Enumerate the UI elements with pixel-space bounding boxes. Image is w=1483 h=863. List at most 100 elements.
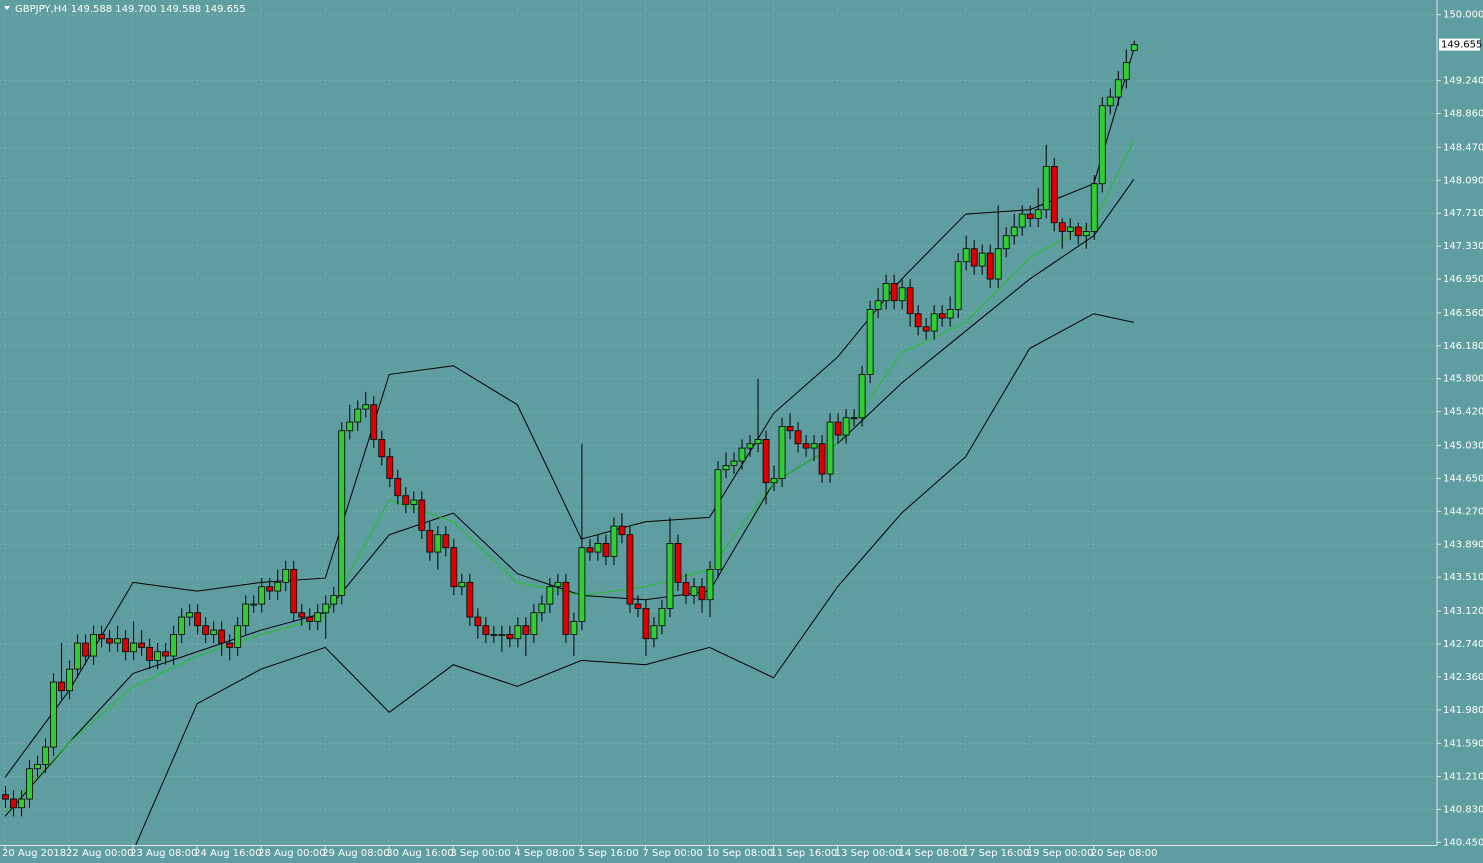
candle-body bbox=[978, 252, 986, 267]
candle-body bbox=[50, 681, 57, 748]
x-tick-label: 20 Aug 2018 bbox=[2, 848, 66, 859]
candle-body bbox=[618, 525, 626, 536]
y-tick-label: 140.830 bbox=[1443, 804, 1483, 815]
candle-body bbox=[274, 582, 282, 592]
candle-body bbox=[1010, 226, 1018, 237]
candle-body bbox=[666, 543, 674, 609]
candle-body bbox=[954, 261, 962, 310]
candle-body bbox=[1066, 226, 1074, 232]
y-tick-label: 141.980 bbox=[1443, 705, 1483, 716]
candle-body bbox=[690, 586, 698, 596]
candle-body bbox=[714, 469, 722, 570]
candle-body bbox=[1050, 165, 1058, 224]
candle-body bbox=[306, 616, 314, 622]
x-tick-label: 24 Aug 16:00 bbox=[194, 848, 261, 859]
candle-body bbox=[938, 313, 946, 319]
candle-body bbox=[442, 534, 450, 549]
y-tick-label: 141.590 bbox=[1443, 739, 1483, 750]
candle-body bbox=[578, 547, 586, 622]
y-tick-label: 148.860 bbox=[1443, 109, 1483, 120]
candle-body bbox=[34, 764, 41, 770]
candle-body bbox=[634, 603, 642, 609]
candle-body bbox=[202, 625, 210, 635]
candle-body bbox=[746, 443, 754, 449]
candle-body bbox=[458, 582, 466, 588]
y-tick-label: 146.560 bbox=[1443, 308, 1483, 319]
y-tick-label: 142.360 bbox=[1443, 672, 1483, 683]
x-tick-label: 19 Sep 00:00 bbox=[1027, 848, 1094, 859]
y-tick-label: 145.030 bbox=[1443, 440, 1483, 451]
candle-body bbox=[418, 499, 426, 531]
candle-body bbox=[722, 464, 730, 471]
candle-body bbox=[322, 603, 330, 614]
candle-body bbox=[58, 681, 65, 692]
candle-body bbox=[1122, 62, 1130, 81]
candle-body bbox=[522, 625, 530, 635]
menu-arrow[interactable] bbox=[4, 6, 10, 10]
candle-body bbox=[234, 625, 242, 648]
candle-body bbox=[402, 495, 410, 505]
candle-body bbox=[498, 634, 506, 636]
candle-body bbox=[474, 616, 482, 627]
candle-body bbox=[346, 421, 354, 432]
x-tick-label: 14 Sep 08:00 bbox=[899, 848, 966, 859]
candle-body bbox=[922, 326, 930, 332]
candle-body bbox=[906, 287, 914, 315]
indicator-line bbox=[135, 313, 1134, 845]
candle-body bbox=[210, 629, 218, 635]
y-tick-label: 147.330 bbox=[1443, 241, 1483, 252]
y-tick-label: 145.420 bbox=[1443, 407, 1483, 418]
candle-body bbox=[226, 642, 234, 648]
candle-body bbox=[826, 421, 834, 475]
x-tick-label: 4 Sep 08:00 bbox=[514, 848, 574, 859]
candle-body bbox=[794, 430, 802, 445]
candle-body bbox=[90, 634, 97, 657]
y-tick-label: 142.740 bbox=[1443, 639, 1483, 650]
y-tick-label: 140.450 bbox=[1443, 837, 1483, 848]
x-tick-label: 5 Sep 16:00 bbox=[578, 848, 638, 859]
candle-body bbox=[762, 438, 770, 484]
y-tick-label: 146.950 bbox=[1443, 274, 1483, 285]
candle-body bbox=[394, 477, 402, 497]
candle-body bbox=[642, 608, 650, 640]
candle-body bbox=[514, 625, 522, 640]
candle-body bbox=[186, 612, 194, 618]
y-tick-label: 146.180 bbox=[1443, 341, 1483, 352]
candle-body bbox=[546, 586, 554, 605]
candle-body bbox=[562, 582, 570, 635]
candle-body bbox=[874, 300, 882, 310]
candle-body bbox=[554, 582, 562, 588]
candle-body bbox=[18, 798, 25, 809]
candle-body bbox=[450, 547, 458, 588]
candle-body bbox=[594, 543, 602, 553]
candle-body bbox=[314, 612, 322, 622]
candle-body bbox=[890, 282, 898, 302]
candle-body bbox=[738, 447, 746, 462]
candle-body bbox=[770, 477, 778, 484]
plot-area bbox=[2, 40, 1138, 845]
y-tick-label: 143.510 bbox=[1443, 572, 1483, 583]
candle-body bbox=[10, 798, 17, 809]
candle-body bbox=[1090, 183, 1098, 232]
axes: 150.000 149.240 148.860 148.470 148.090 147.7… bbox=[2, 10, 1483, 859]
candle-body bbox=[146, 647, 154, 661]
candle-body bbox=[1106, 96, 1114, 107]
candle-body bbox=[98, 634, 105, 640]
current-price-box bbox=[1439, 38, 1480, 51]
candle-body bbox=[138, 642, 145, 648]
candle-body bbox=[818, 443, 826, 475]
candle-body bbox=[2, 794, 9, 800]
candle-body bbox=[1002, 235, 1010, 250]
candle-body bbox=[994, 248, 1002, 280]
candle-body bbox=[1018, 213, 1026, 228]
candle-body bbox=[858, 373, 866, 419]
candle-body bbox=[194, 612, 202, 627]
candle-body bbox=[650, 625, 658, 640]
candle-body bbox=[970, 248, 978, 267]
candle-body bbox=[754, 438, 762, 445]
candle-body bbox=[1098, 105, 1106, 185]
candle-body bbox=[850, 417, 858, 420]
y-tick-label: 145.800 bbox=[1443, 374, 1483, 385]
candle-body bbox=[530, 612, 538, 635]
